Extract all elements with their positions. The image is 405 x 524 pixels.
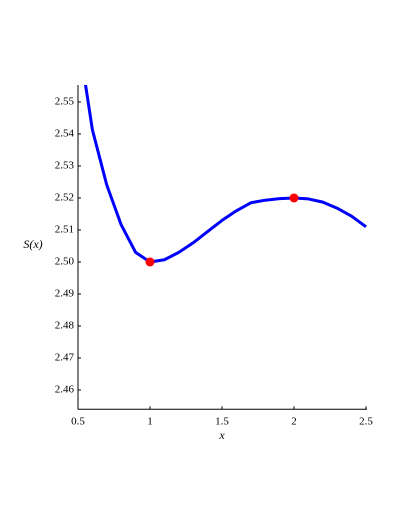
y-tick-label: 2.51 xyxy=(55,224,74,236)
x-tick-label: 1 xyxy=(147,416,153,428)
y-tick-label: 2.55 xyxy=(55,95,75,107)
curve xyxy=(84,85,367,264)
point xyxy=(145,257,155,267)
y-tick-label: 2.48 xyxy=(55,320,75,332)
y-tick-label: 2.49 xyxy=(55,288,75,300)
x-tick-label: 2 xyxy=(291,416,297,428)
y-axis-label: S(x) xyxy=(23,237,42,251)
y-tick-label: 2.47 xyxy=(55,352,75,364)
y-tick-label: 2.50 xyxy=(55,256,75,268)
y-tick-label: 2.52 xyxy=(55,192,74,204)
x-tick-label: 2.5 xyxy=(359,416,373,428)
x-axis-label: x xyxy=(218,428,225,442)
x-tick-label: 1.5 xyxy=(215,416,229,428)
y-tick-label: 2.54 xyxy=(55,127,75,139)
y-tick-label: 2.53 xyxy=(55,160,75,172)
point xyxy=(289,193,299,203)
y-tick-label: 2.46 xyxy=(55,384,75,396)
x-tick-label: 0.5 xyxy=(71,416,85,428)
